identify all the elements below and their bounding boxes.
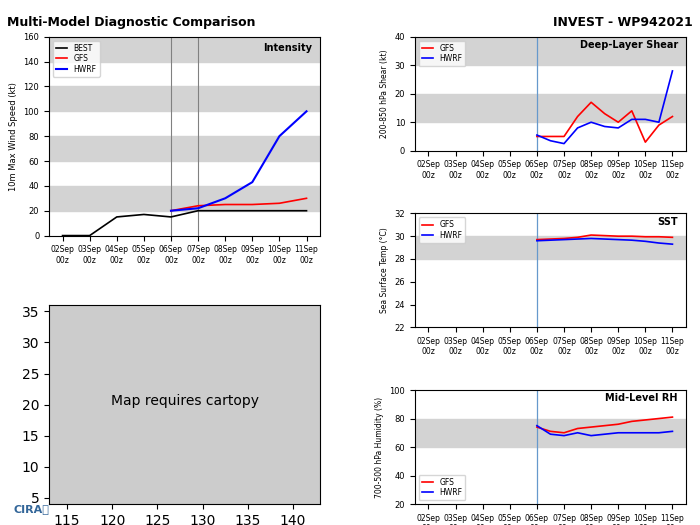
Bar — [49, 37, 320, 61]
Legend: GFS, HWRF: GFS, HWRF — [419, 475, 466, 500]
Text: Multi-Model Diagnostic Comparison: Multi-Model Diagnostic Comparison — [7, 16, 256, 29]
Bar — [415, 94, 686, 122]
Bar — [49, 186, 320, 211]
Bar — [415, 418, 686, 447]
Bar — [415, 37, 686, 65]
Bar — [415, 236, 686, 259]
Text: Mid-Level RH: Mid-Level RH — [606, 393, 678, 403]
Text: Map requires cartopy: Map requires cartopy — [111, 394, 258, 407]
Y-axis label: 10m Max Wind Speed (kt): 10m Max Wind Speed (kt) — [9, 82, 18, 191]
Text: INVEST - WP942021: INVEST - WP942021 — [553, 16, 693, 29]
Text: Intensity: Intensity — [263, 43, 312, 52]
Bar — [49, 87, 320, 111]
Y-axis label: 700-500 hPa Humidity (%): 700-500 hPa Humidity (%) — [375, 396, 384, 498]
Text: Deep-Layer Shear: Deep-Layer Shear — [580, 40, 678, 50]
Y-axis label: 200-850 hPa Shear (kt): 200-850 hPa Shear (kt) — [380, 49, 389, 138]
Text: CIRAⓄ: CIRAⓄ — [14, 505, 50, 514]
Bar — [49, 136, 320, 161]
Legend: BEST, GFS, HWRF: BEST, GFS, HWRF — [52, 40, 99, 77]
Text: SST: SST — [657, 217, 678, 227]
Y-axis label: Sea Surface Temp (°C): Sea Surface Temp (°C) — [380, 227, 389, 313]
Legend: GFS, HWRF: GFS, HWRF — [419, 217, 466, 243]
Legend: GFS, HWRF: GFS, HWRF — [419, 40, 466, 66]
